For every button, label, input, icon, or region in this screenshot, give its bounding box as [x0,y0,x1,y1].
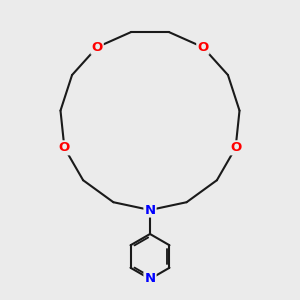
Text: N: N [144,272,156,286]
Text: O: O [230,141,241,154]
Text: O: O [59,141,70,154]
Text: O: O [197,41,208,54]
Text: N: N [144,203,156,217]
Text: O: O [92,41,103,54]
